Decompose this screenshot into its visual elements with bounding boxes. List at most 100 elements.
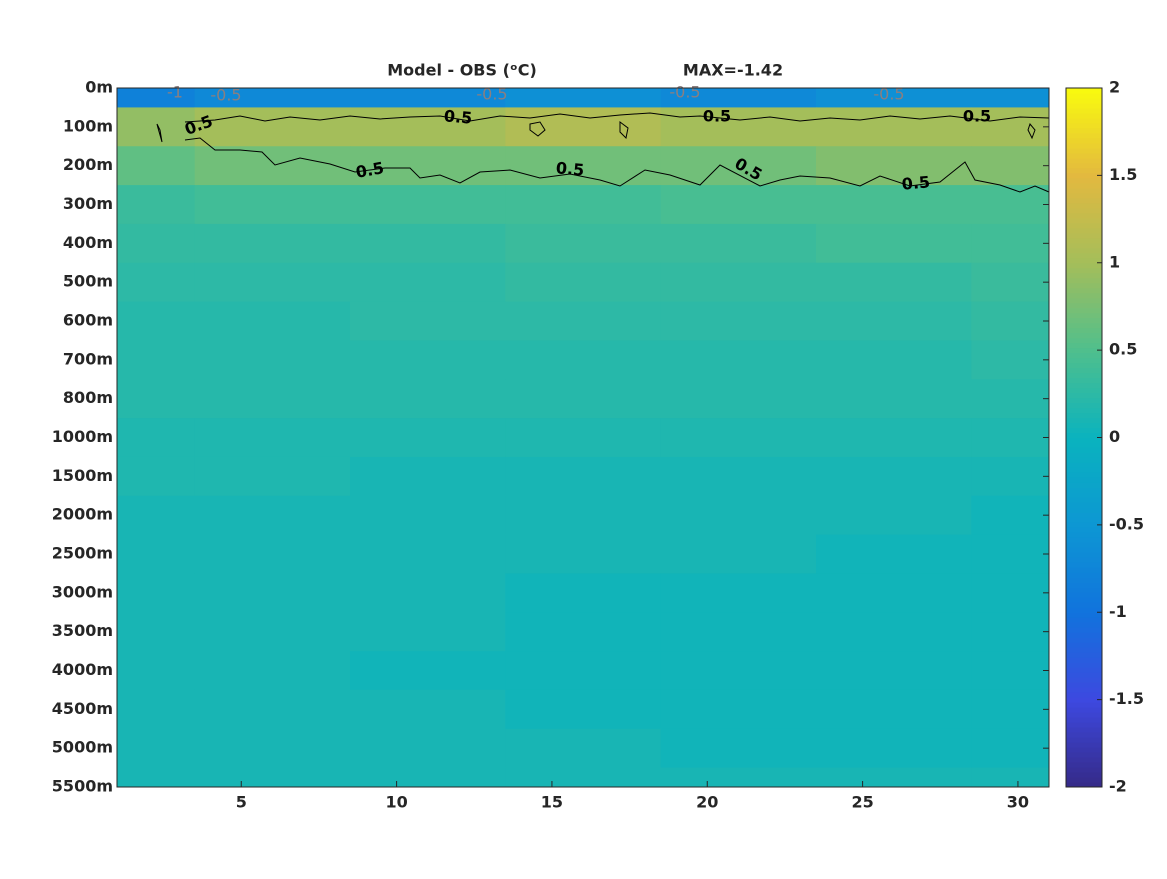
colorbar-swatch <box>1066 422 1102 429</box>
heatmap-cell <box>505 573 662 613</box>
colorbar-swatch <box>1066 322 1102 329</box>
colorbar-swatch <box>1066 767 1102 773</box>
colorbar-swatch <box>1066 252 1102 259</box>
contour-line <box>184 137 1050 193</box>
colorbar-swatch <box>1066 597 1102 603</box>
heatmap-cell <box>117 301 196 341</box>
y-tick-label: 1500m <box>52 466 113 485</box>
colorbar-swatch <box>1066 602 1102 608</box>
colorbar-tick-label: 2 <box>1109 78 1120 97</box>
heatmap-cell <box>660 418 817 458</box>
colorbar-swatch <box>1066 202 1102 209</box>
heatmap-cell <box>660 534 817 574</box>
colorbar-swatch <box>1066 532 1102 538</box>
heatmap-cell <box>660 185 817 225</box>
colorbar-swatch <box>1066 257 1102 264</box>
x-tick-label: 20 <box>696 793 718 812</box>
colorbar-swatch <box>1066 247 1102 254</box>
contour-label: 0.5 <box>555 158 585 179</box>
heatmap-cell <box>505 495 662 536</box>
heatmap-cell <box>971 223 1049 264</box>
heatmap-cell <box>505 379 662 419</box>
heatmap-cell <box>816 88 972 108</box>
heatmap-cell <box>194 146 351 186</box>
heatmap-cell <box>117 689 196 730</box>
colorbar-swatch <box>1066 347 1102 354</box>
heatmap-cell <box>971 340 1049 380</box>
colorbar-swatch <box>1066 142 1102 149</box>
colorbar-swatch <box>1066 127 1102 134</box>
colorbar-swatch <box>1066 562 1102 568</box>
colorbar-swatch <box>1066 267 1102 274</box>
heatmap-cell <box>117 418 196 458</box>
y-tick-label: 0m <box>85 78 113 97</box>
heatmap-cell <box>660 88 817 108</box>
heatmap-cell <box>660 223 817 264</box>
heatmap-cell <box>816 767 972 787</box>
heatmap-cell <box>117 340 196 380</box>
heatmap-cell <box>350 146 506 186</box>
heatmap-cell <box>350 767 506 787</box>
colorbar-swatch <box>1066 657 1102 663</box>
colorbar-swatch <box>1066 687 1102 693</box>
heatmap-cell <box>816 573 972 613</box>
contour-label: -0.5 <box>476 85 507 104</box>
colorbar-swatch <box>1066 697 1102 703</box>
colorbar-swatch <box>1066 572 1102 578</box>
colorbar-swatch <box>1066 122 1102 129</box>
heatmap-cell <box>816 340 972 380</box>
colorbar-tick-label: -2 <box>1109 777 1127 796</box>
chart-title: Model - OBS (ᵒC) <box>387 61 537 80</box>
y-tick-label: 3500m <box>52 621 113 640</box>
colorbar-swatch <box>1066 462 1102 468</box>
heatmap-cell <box>971 418 1049 458</box>
colorbar-swatch <box>1066 342 1102 349</box>
heatmap-cell <box>816 495 972 536</box>
heatmap-cell <box>971 301 1049 341</box>
heatmap-cell <box>816 418 972 458</box>
colorbar-swatch <box>1066 637 1102 643</box>
colorbar-swatch <box>1066 487 1102 493</box>
colorbar-swatch <box>1066 537 1102 543</box>
heatmap-cell <box>350 651 506 691</box>
colorbar-swatch <box>1066 197 1102 204</box>
heatmap-cell <box>660 107 817 147</box>
colorbar-swatch <box>1066 552 1102 558</box>
heatmap-cell <box>505 262 662 303</box>
colorbar-swatch <box>1066 447 1102 453</box>
heatmap-cell <box>660 573 817 613</box>
colorbar-tick-label: 1 <box>1109 252 1120 271</box>
heatmap-cell <box>350 185 506 225</box>
heatmap-cell <box>660 379 817 419</box>
colorbar-swatch <box>1066 312 1102 319</box>
heatmap-cell <box>117 262 196 303</box>
colorbar-swatch <box>1066 277 1102 284</box>
colorbar-swatch <box>1066 507 1102 513</box>
colorbar-swatch <box>1066 162 1102 169</box>
colorbar-swatch <box>1066 332 1102 339</box>
heatmap-cell <box>660 728 817 769</box>
y-tick-label: 4500m <box>52 699 113 718</box>
colorbar-swatch <box>1066 192 1102 199</box>
y-tick-label: 4000m <box>52 660 113 679</box>
heatmap-cell <box>194 573 351 613</box>
heatmap-cell <box>971 379 1049 419</box>
heatmap-cell <box>816 456 972 497</box>
y-tick-label: 3000m <box>52 582 113 601</box>
contour-label: 0.5 <box>703 107 731 126</box>
heatmap-cell <box>816 612 972 652</box>
heatmap-cell <box>117 534 196 574</box>
colorbar-tick-label: 1.5 <box>1109 165 1137 184</box>
heatmap-cell <box>350 612 506 652</box>
colorbar-swatch <box>1066 627 1102 633</box>
colorbar-swatch <box>1066 372 1102 379</box>
heatmap-cell <box>971 728 1049 769</box>
colorbar-swatch <box>1066 352 1102 359</box>
contour-label: 0.5 <box>963 107 991 126</box>
colorbar-swatch <box>1066 207 1102 214</box>
colorbar-swatch <box>1066 102 1102 109</box>
colorbar-swatch <box>1066 292 1102 299</box>
colorbar-tick-label: -0.5 <box>1109 514 1144 533</box>
heatmap-cell <box>971 689 1049 730</box>
heatmap-cell <box>971 495 1049 536</box>
